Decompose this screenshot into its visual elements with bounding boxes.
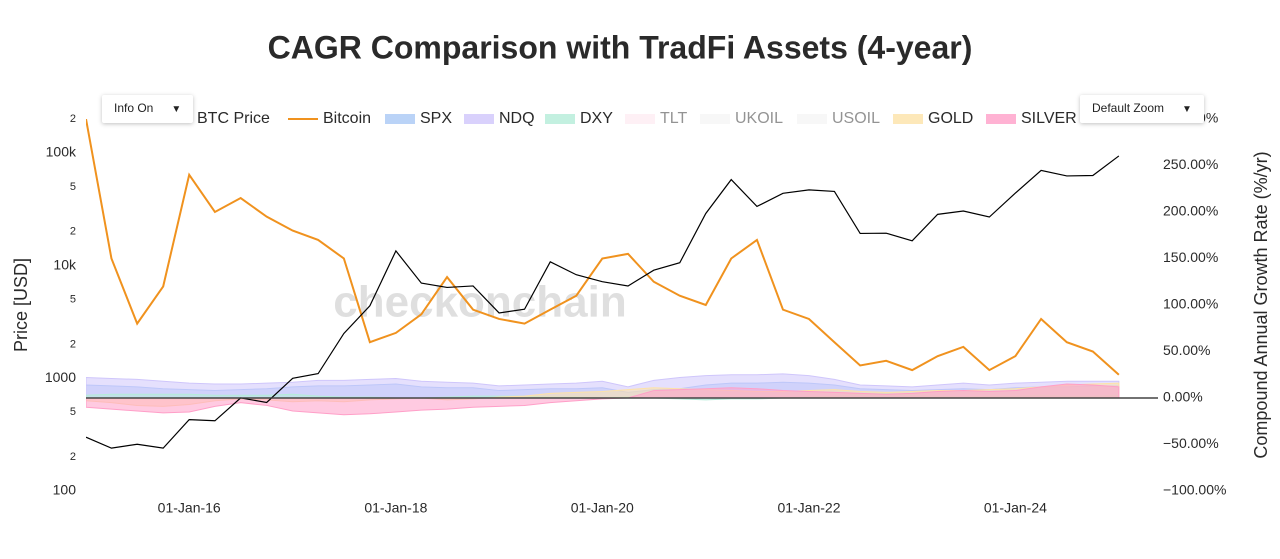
button-label: Default Zoom: [1092, 101, 1165, 115]
legend-label: SILVER: [1021, 110, 1077, 127]
info-button[interactable]: Info On ▼: [102, 95, 194, 123]
y2-tick-label: 250.00%: [1163, 156, 1218, 172]
x-tick-label: 01-Jan-24: [984, 500, 1047, 516]
area-layer: [86, 373, 1120, 416]
y-tick-label: 2: [70, 338, 76, 350]
dropdown-arrow: ▼: [171, 104, 182, 115]
area: [86, 383, 1120, 416]
legend-label: DXY: [580, 110, 613, 127]
y-tick-label: 2: [70, 113, 76, 125]
y2-tick-label: 50.00%: [1163, 342, 1210, 358]
button-label: Info On: [114, 101, 154, 115]
y2-tick-label: 200.00%: [1163, 203, 1218, 219]
chart-title: CAGR Comparison with TradFi Assets (4-ye…: [268, 29, 973, 65]
x-tick-label: 01-Jan-16: [158, 500, 221, 516]
zoom-button[interactable]: Default Zoom ▼: [1080, 95, 1204, 123]
legend-swatch: [797, 114, 827, 124]
y-tick-label: 2: [70, 226, 76, 238]
legend-label: SPX: [420, 110, 452, 127]
legend-swatch: [385, 114, 415, 124]
legend-swatch: [464, 114, 494, 124]
y2-tick-label: 0.00%: [1163, 389, 1203, 405]
legend-label: GOLD: [928, 110, 973, 127]
legend-label: BTC Price: [197, 110, 270, 127]
legend-label: UKOIL: [735, 110, 783, 127]
y-tick-label: 100: [53, 482, 77, 498]
y2-tick-label: −50.00%: [1163, 435, 1219, 451]
legend-swatch: [986, 114, 1016, 124]
legend-label: Bitcoin: [323, 110, 371, 127]
legend-label: USOIL: [832, 110, 880, 127]
y2-tick-label: 150.00%: [1163, 249, 1218, 265]
y2-axis-title: Compound Annual Growth Rate (%/yr): [1251, 151, 1271, 458]
line: [86, 155, 1120, 449]
y2-tick-label: −100.00%: [1163, 482, 1226, 498]
y-tick-label: 5: [70, 293, 76, 305]
legend-swatch: [545, 114, 575, 124]
y-tick-label: 100k: [46, 144, 77, 160]
legend-label: TLT: [660, 110, 687, 127]
y-axis-title: Price [USD]: [11, 258, 31, 352]
y-tick-label: 2: [70, 451, 76, 463]
y-tick-label: 10k: [53, 256, 77, 272]
watermark: checkonchain: [333, 278, 626, 327]
legend-label: NDQ: [499, 110, 535, 127]
y-tick-label: 5: [70, 406, 76, 418]
dropdown-arrow: ▼: [1182, 104, 1192, 115]
legend-swatch: [893, 114, 923, 124]
legend-swatch: [625, 114, 655, 124]
x-tick-label: 01-Jan-22: [777, 500, 840, 516]
line-layer: [86, 119, 1120, 449]
y-tick-label: 1000: [45, 369, 76, 385]
y2-tick-label: 100.00%: [1163, 296, 1218, 312]
x-tick-label: 01-Jan-20: [571, 500, 634, 516]
x-tick-label: 01-Jan-18: [364, 500, 427, 516]
y-tick-label: 5: [70, 181, 76, 193]
legend-swatch: [700, 114, 730, 124]
line: [86, 119, 1120, 376]
